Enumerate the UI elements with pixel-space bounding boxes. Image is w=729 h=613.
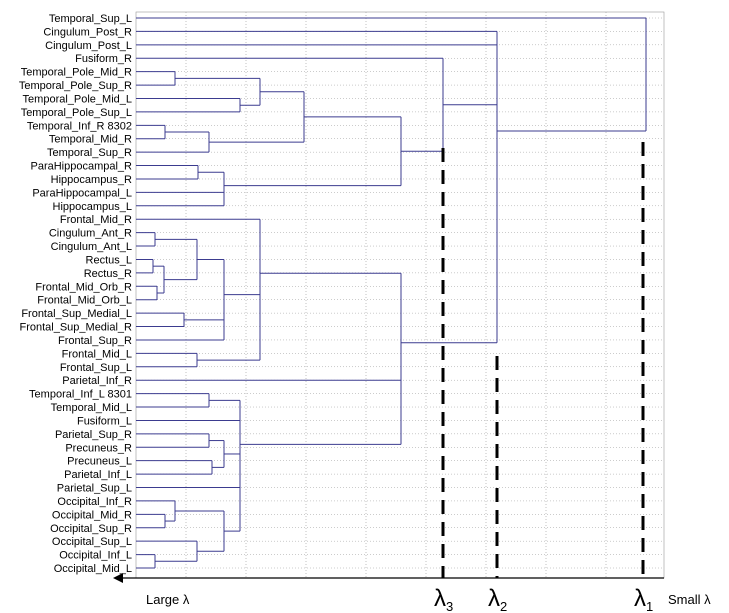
leaf-label: Hippocampus_L [53,201,133,213]
leaf-label: Occipital_Mid_L [54,563,132,575]
leaf-label: Parietal_Sup_L [57,483,132,495]
cut-marker-subscript: 2 [500,599,507,613]
leaf-label: Temporal_Sup_L [49,13,132,25]
leaf-label: Frontal_Sup_Medial_L [21,308,132,320]
leaf-label: Frontal_Mid_L [62,348,132,360]
x-axis-left-label: Large λ [146,592,190,607]
leaf-label: Frontal_Sup_L [60,362,132,374]
leaf-label: Occipital_Inf_L [59,550,132,562]
cut-markers: λ3 λ2 λ1 [434,142,653,613]
leaf-label: Frontal_Mid_Orb_L [37,295,132,307]
leaf-label: Temporal_Sup_R [47,147,132,159]
leaf-label: Cingulum_Post_L [45,40,132,52]
leaf-label: Precuneus_R [65,442,132,454]
leaf-label: Temporal_Pole_Mid_R [21,67,132,79]
leaf-label: Occipital_Sup_R [50,523,132,535]
leaf-label: Hippocampus_R [51,174,132,186]
leaf-label: Frontal_Sup_R [58,335,132,347]
leaf-label: Parietal_Inf_R [62,375,132,387]
leaf-label: Temporal_Pole_Mid_L [23,93,132,105]
leaf-label: Temporal_Mid_L [51,402,132,414]
leaf-label: ParaHippocampal_R [31,161,133,173]
leaf-label: Cingulum_Ant_L [51,241,132,253]
leaf-label: Occipital_Sup_L [52,536,132,548]
grid-lines [135,11,665,579]
leaf-label: Cingulum_Post_R [43,26,132,38]
cut-marker-label: λ3 [434,585,453,613]
leaf-label: Temporal_Mid_R [49,134,132,146]
x-axis: Large λ Small λ [113,573,711,607]
leaf-label: Rectus_L [86,254,132,266]
leaf-label: Occipital_Mid_R [52,509,132,521]
cut-marker-subscript: 3 [446,599,453,613]
leaf-label: ParaHippocampal_L [32,187,132,199]
cut-marker-label: λ2 [488,585,507,613]
dendrogram-tree [136,17,647,569]
leaf-label: Parietal_Sup_R [55,429,132,441]
leaf-label: Occipital_Inf_R [57,496,132,508]
leaf-label: Temporal_Inf_R 8302 [27,120,132,132]
leaf-label: Temporal_Pole_Sup_L [21,107,132,119]
leaf-label: Fusiform_L [77,415,132,427]
leaf-label: Rectus_R [84,268,132,280]
leaf-label: Frontal_Sup_Medial_R [19,322,132,334]
leaf-label: Precuneus_L [67,456,132,468]
leaf-label: Fusiform_R [75,53,132,65]
leaf-label: Parietal_Inf_L [64,469,132,481]
cut-marker-subscript: 1 [646,599,653,613]
x-axis-right-label: Small λ [668,592,711,607]
x-axis-arrowhead [113,573,123,583]
leaf-label: Temporal_Inf_L 8301 [29,389,132,401]
leaf-label: Temporal_Pole_Sup_R [19,80,132,92]
leaf-label: Frontal_Mid_Orb_R [35,281,132,293]
leaf-label: Cingulum_Ant_R [49,228,132,240]
plot-frame [135,11,665,579]
cut-marker-label: λ1 [634,585,653,613]
leaf-label: Frontal_Mid_R [60,214,132,226]
